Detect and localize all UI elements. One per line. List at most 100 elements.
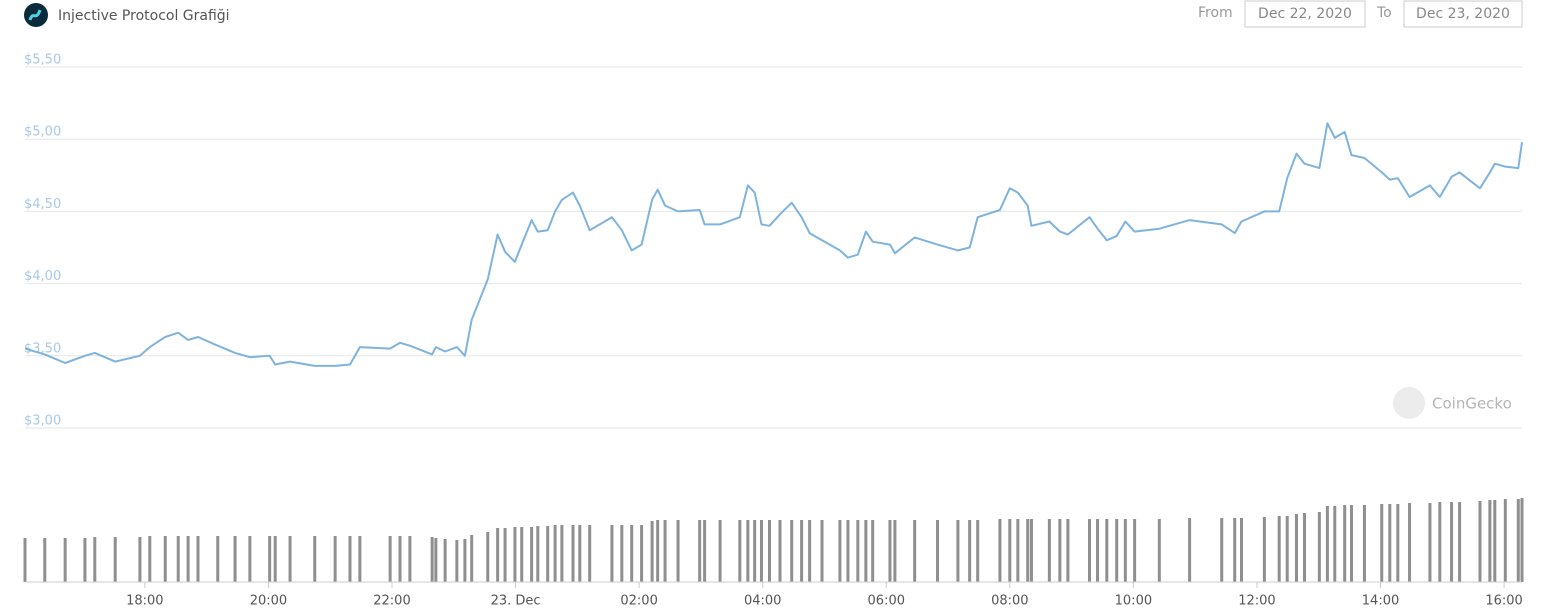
volume-bar [1133, 519, 1137, 582]
y-tick-label: $5,50 [24, 53, 61, 68]
volume-bar [676, 520, 680, 582]
watermark: CoinGecko [1432, 395, 1512, 413]
volume-bar [63, 538, 67, 582]
volume-bar [408, 536, 412, 582]
volume-bar [976, 520, 980, 582]
volume-bar [23, 538, 27, 582]
x-tick-label: 02:00 [620, 594, 657, 609]
volume-bar [1262, 517, 1266, 582]
x-tick-label: 04:00 [744, 594, 781, 609]
volume-bar [846, 520, 850, 582]
volume-bar [893, 520, 897, 582]
volume-bar [196, 536, 200, 582]
volume-bar [778, 520, 782, 582]
volume-bar [148, 536, 152, 582]
volume-bar [520, 527, 524, 582]
volume-bar [1233, 518, 1237, 582]
volume-bar [620, 525, 624, 582]
volume-bar [956, 520, 960, 582]
price-line [24, 122, 1523, 367]
volume-bar [1503, 499, 1507, 582]
volume-bar [1349, 505, 1353, 582]
volume-bar [1450, 502, 1454, 582]
volume-bar [348, 536, 352, 582]
volume-bar [43, 538, 47, 582]
volume-bar [434, 538, 438, 582]
volume-bar [1105, 519, 1109, 582]
volume-bar [656, 520, 660, 582]
volume-bar [233, 536, 237, 582]
volume-bar [610, 525, 614, 582]
volume-bar [268, 536, 272, 582]
from-value[interactable]: Dec 22, 2020 [1258, 6, 1352, 22]
x-tick-label: 23. Dec [491, 594, 541, 609]
volume-bar [1488, 500, 1492, 582]
volume-bar [560, 525, 564, 582]
volume-bar [1362, 505, 1366, 582]
volume-bar [1285, 516, 1289, 582]
volume-bar [571, 525, 575, 582]
volume-bar [698, 520, 702, 582]
volume-bar [463, 539, 467, 582]
volume-bar [1333, 506, 1337, 582]
volume-bar [216, 536, 220, 582]
volume-bar [333, 536, 337, 582]
x-tick-label: 20:00 [250, 594, 287, 609]
volume-bar [1493, 500, 1497, 582]
from-input[interactable] [1244, 0, 1366, 28]
y-tick-label: $5,00 [24, 125, 61, 140]
volume-bar [288, 536, 292, 582]
volume-bar [1277, 516, 1281, 582]
volume-bar [1516, 499, 1520, 582]
volume-bar [1029, 519, 1033, 582]
volume-bar [1058, 519, 1062, 582]
volume-bar [1380, 504, 1384, 582]
y-tick-label: $3,50 [24, 341, 61, 356]
x-tick-label: 18:00 [126, 594, 163, 609]
volume-bar [998, 519, 1002, 582]
x-tick-label: 08:00 [991, 594, 1028, 609]
volume-bar [1240, 518, 1244, 582]
volume-bar [496, 528, 500, 582]
volume-bar [1428, 503, 1432, 582]
volume-bar [1016, 519, 1020, 582]
volume-bar [1396, 504, 1400, 582]
x-tick-label: 12:00 [1238, 594, 1275, 609]
volume-bar [1303, 513, 1307, 582]
chart-title: Injective Protocol Grafiği [58, 8, 230, 24]
volume-bar [753, 520, 757, 582]
volume-bar [650, 521, 654, 582]
volume-bar [856, 520, 860, 582]
from-label: From [1198, 5, 1233, 21]
watermark-icon [1393, 387, 1425, 419]
volume-bar [578, 525, 582, 582]
volume-bar [864, 520, 868, 582]
volume-bar [1343, 505, 1347, 582]
volume-bar [588, 525, 592, 582]
volume-bar [746, 520, 750, 582]
volume-bar [83, 538, 87, 582]
to-value[interactable]: Dec 23, 2020 [1416, 6, 1510, 22]
volume-bar [513, 527, 517, 582]
to-input[interactable] [1403, 0, 1523, 28]
volume-bar [1388, 504, 1392, 582]
volume-bar [1008, 519, 1012, 582]
volume-bar [138, 537, 142, 582]
volume-bar [767, 520, 771, 582]
y-tick-label: $4,50 [24, 197, 61, 212]
x-tick-label: 06:00 [868, 594, 905, 609]
x-tick-label: 16:00 [1485, 594, 1522, 609]
volume-bar [790, 520, 794, 582]
volume-bar [1408, 503, 1412, 582]
volume-bar [1088, 519, 1092, 582]
volume-bar [1066, 519, 1070, 582]
volume-bar [1458, 502, 1462, 582]
volume-bar [838, 520, 842, 582]
volume-bar [530, 527, 534, 582]
volume-bar [113, 537, 117, 582]
volume-bar [455, 540, 459, 582]
volume-bar [913, 520, 917, 582]
volume-bar [936, 520, 940, 582]
volume-bar [546, 526, 550, 582]
